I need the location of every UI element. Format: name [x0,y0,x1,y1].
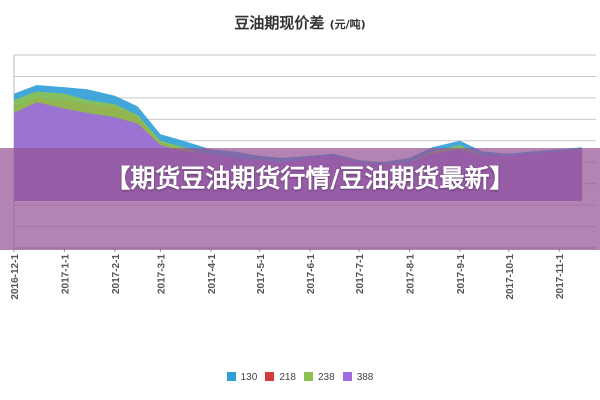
overlay-banner [0,148,600,250]
chart-unit: (元/吨) [329,18,366,31]
x-tick-label: 2017-10-1 [505,254,516,300]
x-tick-label: 2017-7-1 [355,254,366,294]
legend-label: 130 [240,372,258,383]
legend-item-388: 388 [342,372,374,383]
x-tick-label: 2017-9-1 [456,254,467,294]
chart-title: 豆油期现价差 (元/吨) [0,12,600,33]
x-tick-label: 2016-12-1 [10,254,21,300]
x-tick-label: 2017-8-1 [405,254,416,294]
legend-label: 388 [356,372,374,383]
x-tick-label: 2017-11-1 [555,254,566,299]
chart-title-text: 豆油期现价差 [234,14,325,32]
legend-swatch [304,372,313,381]
x-axis: 2016-12-1 2017-1-1 2017-2-1 2017-3-1 2017-4-… [10,247,596,300]
legend-item-218: 218 [265,372,296,383]
x-tick-label: 2017-1-1 [60,254,71,294]
legend-label: 238 [318,372,335,383]
x-tick-label: 2017-3-1 [156,254,167,294]
legend-swatch [342,372,352,381]
legend-swatch [265,372,275,381]
legend-label: 218 [279,372,296,383]
x-tick-label: 2017-6-1 [306,254,317,294]
legend-item-130: 130 [226,372,258,383]
legend-item-238: 238 [304,372,335,383]
x-tick-label: 2017-5-1 [256,254,267,294]
x-tick-label: 2017-4-1 [207,254,218,294]
x-tick-label: 2017-2-1 [111,254,122,294]
banner-text: 【期货豆油期货行情/豆油期货最新】 [105,164,515,193]
chart-legend: 130 218 238 388 [0,372,600,383]
legend-swatch [226,372,236,381]
